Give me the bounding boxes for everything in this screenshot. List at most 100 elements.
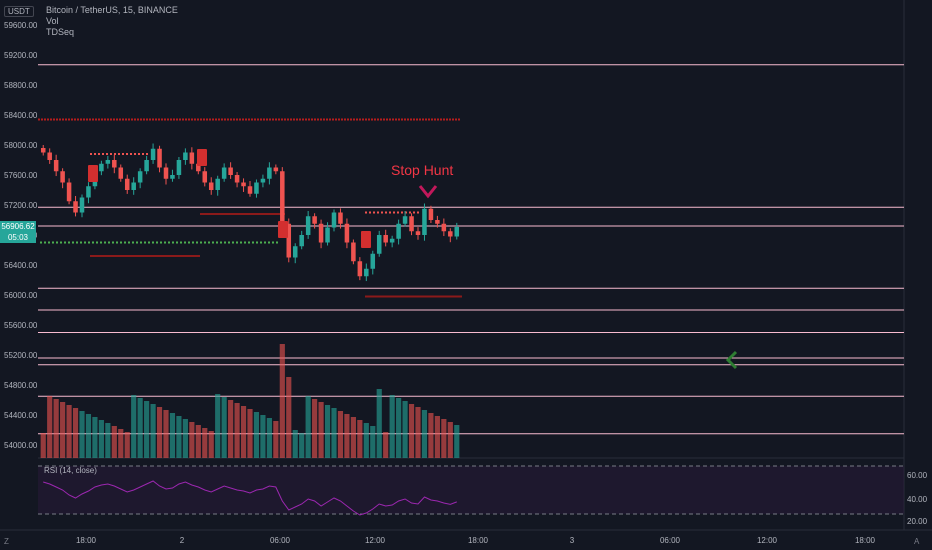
volume-bar bbox=[169, 413, 176, 458]
candle-body bbox=[247, 186, 253, 194]
candle-body bbox=[215, 178, 220, 190]
left-arrow-marker bbox=[725, 350, 738, 370]
volume-bar bbox=[299, 433, 305, 458]
volume-bar bbox=[150, 404, 156, 458]
volume-bar bbox=[337, 411, 344, 458]
tdseq-marker bbox=[197, 149, 207, 166]
volume-bar bbox=[305, 396, 311, 458]
candle-body bbox=[292, 246, 298, 258]
volume-bar bbox=[402, 401, 408, 458]
volume-bar bbox=[273, 421, 279, 458]
candle-body bbox=[254, 182, 259, 194]
last-price-countdown: 05:03 bbox=[7, 233, 29, 242]
volume-bar bbox=[324, 405, 331, 458]
tdseq-marker bbox=[361, 231, 371, 248]
rsi-line bbox=[43, 480, 457, 516]
y-tick-label: 54400.00 bbox=[4, 411, 38, 420]
x-tick-label: 12:00 bbox=[757, 536, 778, 545]
volume-bar bbox=[363, 423, 369, 458]
y-tick-label: 57200.00 bbox=[4, 201, 38, 210]
currency-badge[interactable]: USDT bbox=[4, 6, 34, 17]
x-tick-label: 2 bbox=[180, 536, 185, 545]
candle-body bbox=[370, 253, 376, 269]
volume-bar bbox=[85, 414, 92, 458]
candle-body bbox=[396, 223, 401, 239]
volume-bar bbox=[441, 419, 447, 458]
candle-body bbox=[422, 208, 427, 235]
candle-body bbox=[47, 152, 52, 160]
rsi-label[interactable]: RSI (14, close) bbox=[44, 466, 97, 475]
candle-body bbox=[202, 171, 208, 183]
volume-indicator-label[interactable]: Vol bbox=[46, 16, 59, 26]
volume-bar bbox=[189, 422, 195, 458]
volume-bar bbox=[202, 428, 208, 458]
candle-body bbox=[389, 238, 395, 243]
x-tick-label: 18:00 bbox=[468, 536, 489, 545]
candle-body bbox=[73, 201, 78, 213]
x-tick-label: 06:00 bbox=[660, 536, 681, 545]
candle-body bbox=[118, 167, 124, 179]
candle-body bbox=[53, 160, 59, 172]
candle-body bbox=[286, 223, 292, 258]
candle-body bbox=[325, 227, 330, 243]
auto-scale-icon[interactable]: A bbox=[914, 537, 920, 546]
volume-bar bbox=[118, 429, 124, 458]
volume-bar bbox=[415, 407, 421, 458]
candle-body bbox=[228, 167, 233, 175]
y-tick-label: 54800.00 bbox=[4, 381, 38, 390]
candle-body bbox=[144, 160, 149, 172]
candle-body bbox=[105, 160, 111, 164]
volume-bar bbox=[344, 414, 350, 458]
volume-bar bbox=[331, 408, 337, 458]
chart-legend: Bitcoin / TetherUS, 15, BINANCE Vol TDSe… bbox=[46, 5, 178, 38]
candle-body bbox=[170, 175, 175, 179]
timezone-icon[interactable]: Z bbox=[4, 537, 9, 546]
volume-bar bbox=[434, 416, 440, 458]
tdseq-marker bbox=[88, 165, 98, 182]
volume-bar bbox=[396, 398, 402, 458]
y-tick-label: 58400.00 bbox=[4, 111, 38, 120]
tdseq-marker bbox=[278, 221, 288, 238]
candle-body bbox=[221, 167, 227, 179]
candle-body bbox=[66, 182, 72, 202]
volume-bar bbox=[292, 430, 298, 458]
candle-body bbox=[338, 212, 343, 224]
volume-bar bbox=[240, 406, 247, 458]
candle-body bbox=[189, 152, 195, 164]
candle-body bbox=[312, 216, 317, 224]
y-tick-label: 59200.00 bbox=[4, 51, 38, 60]
candle-body bbox=[208, 182, 214, 190]
candle-body bbox=[299, 235, 304, 247]
candle-body bbox=[137, 171, 143, 183]
candle-body bbox=[260, 178, 266, 183]
volume-bar bbox=[312, 399, 318, 458]
x-tick-label: 3 bbox=[570, 536, 575, 545]
volume-bar bbox=[428, 413, 434, 458]
y-tick-label: 58800.00 bbox=[4, 81, 38, 90]
last-price-tag: 56906.62 05:03 bbox=[0, 221, 36, 243]
volume-bar bbox=[389, 395, 395, 458]
candle-body bbox=[280, 171, 285, 224]
y-tick-label: 55200.00 bbox=[4, 351, 38, 360]
volume-bar bbox=[247, 409, 253, 458]
volume-bar bbox=[47, 396, 53, 458]
volume-bar bbox=[447, 422, 453, 458]
volume-bar bbox=[234, 403, 240, 458]
rsi-tick-label: 40.00 bbox=[907, 495, 928, 504]
candle-body bbox=[150, 148, 156, 160]
tdseq-indicator-label[interactable]: TDSeq bbox=[46, 27, 75, 37]
volume-bar bbox=[163, 410, 169, 458]
volume-bar bbox=[286, 377, 292, 458]
volume-bar bbox=[454, 425, 460, 458]
symbol-title: Bitcoin / TetherUS, 15, BINANCE bbox=[46, 5, 178, 15]
y-tick-label: 58000.00 bbox=[4, 141, 38, 150]
volume-bar bbox=[156, 407, 163, 458]
y-tick-label: 56400.00 bbox=[4, 261, 38, 270]
y-tick-label: 59600.00 bbox=[4, 21, 38, 30]
volume-bar bbox=[383, 432, 389, 458]
candle-body bbox=[273, 167, 279, 172]
volume-bar bbox=[72, 408, 79, 458]
candle-body bbox=[241, 182, 246, 187]
volume-bar bbox=[144, 401, 150, 458]
